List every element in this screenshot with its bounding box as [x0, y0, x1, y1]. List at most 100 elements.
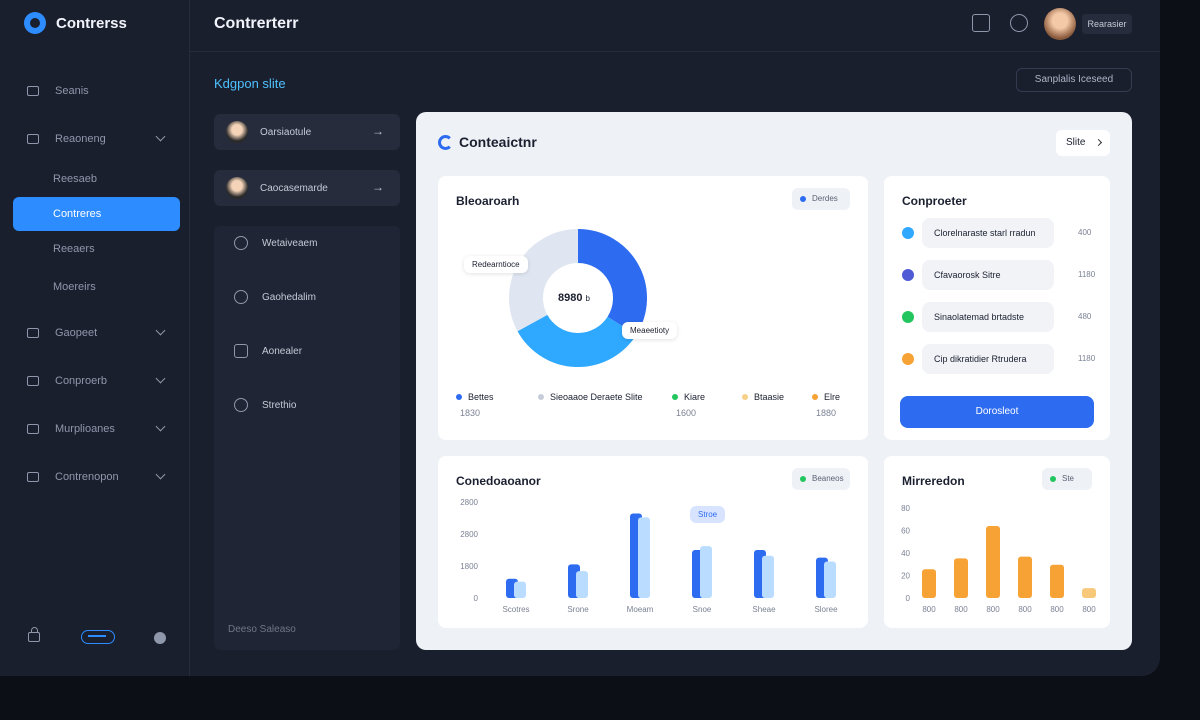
legend-dot: [672, 394, 678, 400]
x-tick-label: Sheae: [752, 605, 776, 614]
legend-item: Bettes 1830: [456, 392, 494, 418]
list-item[interactable]: Cip dikratidier Rtrudera 1180: [902, 344, 1096, 374]
x-tick-label: 800: [1050, 605, 1064, 614]
legend-item: Btaasie: [742, 392, 784, 402]
list-item-value: 480: [1078, 312, 1092, 321]
main-card: Conteaictnr Slite Bleoaroarh Derdes 8980…: [416, 112, 1132, 650]
bar-pill-label: Beaneos: [812, 474, 844, 483]
bar: [1018, 556, 1032, 598]
header-action-button[interactable]: Sanplalis Iceseed: [1016, 68, 1132, 92]
bar-chart-2: 80 60 40 20 0 800 800 800 800 800 800: [901, 504, 1096, 614]
y-tick-label: 1800: [460, 562, 478, 571]
sidebar-item-moereirs[interactable]: Moereirs: [13, 270, 180, 304]
folder-icon: [27, 328, 39, 338]
bar: [986, 526, 1000, 598]
bar-panel-2-title: Mirreredon: [902, 474, 965, 488]
chevron-down-icon: [155, 469, 166, 480]
donut-center-suffix: b: [585, 294, 590, 303]
notification-bell-icon[interactable]: [1010, 14, 1028, 32]
legend-dot: [742, 394, 748, 400]
sidebar: Contrerss Seanis Reaoneng Reesaeb Contreres…: [0, 0, 190, 676]
bar: [514, 581, 526, 598]
middle-menu-item[interactable]: Aonealer: [234, 344, 302, 358]
sidebar-item-seanis[interactable]: Seanis: [13, 74, 180, 108]
list-item-value: 400: [1078, 228, 1092, 237]
play-icon: [234, 290, 248, 304]
sidebar-item-gaopeet[interactable]: Gaopeet: [13, 316, 180, 350]
donut-filter-pill[interactable]: Derdes: [792, 188, 850, 210]
legend-dot: [538, 394, 544, 400]
sidebar-item-reesaeb[interactable]: Reesaeb: [13, 162, 180, 196]
x-tick-label: Moeam: [627, 605, 654, 614]
pill-dot: [800, 196, 806, 202]
x-tick-label: 800: [922, 605, 936, 614]
sidebar-item-conproerb[interactable]: Conproerb: [13, 364, 180, 398]
sidebar-item-reaoneng[interactable]: Reaoneng: [13, 122, 180, 156]
donut-slice: [517, 314, 637, 367]
legend-dot: [456, 394, 462, 400]
user-avatar[interactable]: [1044, 8, 1076, 40]
legend-label: Kiare: [684, 392, 706, 402]
middle-menu-label: Wetaiveaem: [262, 237, 318, 249]
bar-panel: Conedoaoanor Beaneos 2800 2800 1800 0 Scotre…: [438, 456, 868, 628]
legend-value: 1880: [816, 408, 837, 418]
sidebar-item-label: Moereirs: [53, 281, 96, 293]
app-window: Contrerss Seanis Reaoneng Reesaeb Contreres…: [0, 0, 1160, 676]
legend-item: Kiare 1600: [672, 392, 705, 418]
sidebar-item-contrenopon[interactable]: Contrenopon: [13, 460, 180, 494]
contact-card[interactable]: Caocasemarde →: [214, 170, 400, 206]
brand[interactable]: Contrerss: [24, 12, 127, 34]
chevron-down-icon: [155, 373, 166, 384]
sidebar-item-label: Gaopeet: [55, 327, 98, 339]
bar: [954, 558, 968, 598]
x-tick-label: 800: [954, 605, 968, 614]
image-icon: [27, 472, 39, 482]
list-item-label: Clorelnaraste starl rradun: [922, 218, 1054, 248]
contact-card[interactable]: Oarsiaotule →: [214, 114, 400, 150]
collapse-toggle-button[interactable]: [81, 630, 115, 644]
user-menu-chip[interactable]: Rearasier: [1082, 14, 1132, 34]
legend-dot: [812, 394, 818, 400]
donut-panel: Bleoaroarh Derdes 8980 b Redearntioce Me…: [438, 176, 868, 440]
x-tick-label: Snoe: [693, 605, 712, 614]
sidebar-item-contreres[interactable]: Contreres: [13, 197, 180, 231]
breadcrumb[interactable]: Kdgpon slite: [214, 76, 286, 91]
pill-dot: [1050, 476, 1056, 482]
y-tick-label: 20: [901, 572, 910, 581]
bar-panel-title: Conedoaoanor: [456, 474, 541, 488]
chart-icon: [27, 134, 39, 144]
middle-menu-item[interactable]: Wetaiveaem: [234, 236, 317, 250]
middle-menu-item[interactable]: Gaohedalim: [234, 290, 316, 304]
middle-panel-footer[interactable]: Deeso Saleaso: [228, 624, 296, 635]
range-select[interactable]: Slite: [1056, 130, 1110, 156]
middle-menu-item[interactable]: Strethio: [234, 398, 296, 412]
y-tick-label: 0: [906, 594, 911, 603]
donut-tooltip: Meaeetioty: [622, 322, 678, 339]
settings-gear-icon[interactable]: [154, 632, 166, 644]
middle-menu-panel: Wetaiveaem Gaohedalim Aonealer Strethio …: [214, 226, 400, 650]
info-icon: [234, 398, 248, 412]
sidebar-item-label: Conproerb: [55, 375, 107, 387]
sidebar-item-label: Contreres: [53, 208, 102, 220]
list-item[interactable]: Clorelnaraste starl rradun 400: [902, 218, 1096, 248]
status-dot-icon: [902, 269, 914, 281]
lock-icon[interactable]: [28, 627, 40, 642]
home-icon[interactable]: [972, 14, 990, 32]
arrow-right-icon: →: [372, 124, 384, 138]
list-panel: Conproeter Clorelnaraste starl rradun 40…: [884, 176, 1110, 440]
list-item[interactable]: Cfavaorosk Sitre 1180: [902, 260, 1096, 290]
bar-filter-pill[interactable]: Beaneos: [792, 468, 850, 490]
list-item[interactable]: Sinaolatemad brtadste 480: [902, 302, 1096, 332]
primary-action-button[interactable]: Dorosleot: [900, 396, 1094, 428]
bar-2-filter-pill[interactable]: Ste: [1042, 468, 1092, 490]
chevron-down-icon: [155, 131, 166, 142]
bar: [700, 546, 712, 598]
page-title: Contrerterr: [214, 15, 299, 32]
legend-item: Elre 1880: [812, 392, 840, 418]
sidebar-item-murplioanes[interactable]: Murplioanes: [13, 412, 180, 446]
y-tick-label: 80: [901, 504, 910, 513]
sidebar-item-reeaers[interactable]: Reeaers: [13, 232, 180, 266]
donut-legend: Bettes 1830 Sieoaaoe Deraete Slite Kiare 1…: [456, 392, 856, 422]
chevron-down-icon: [155, 421, 166, 432]
sidebar-item-label: Murplioanes: [55, 423, 115, 435]
